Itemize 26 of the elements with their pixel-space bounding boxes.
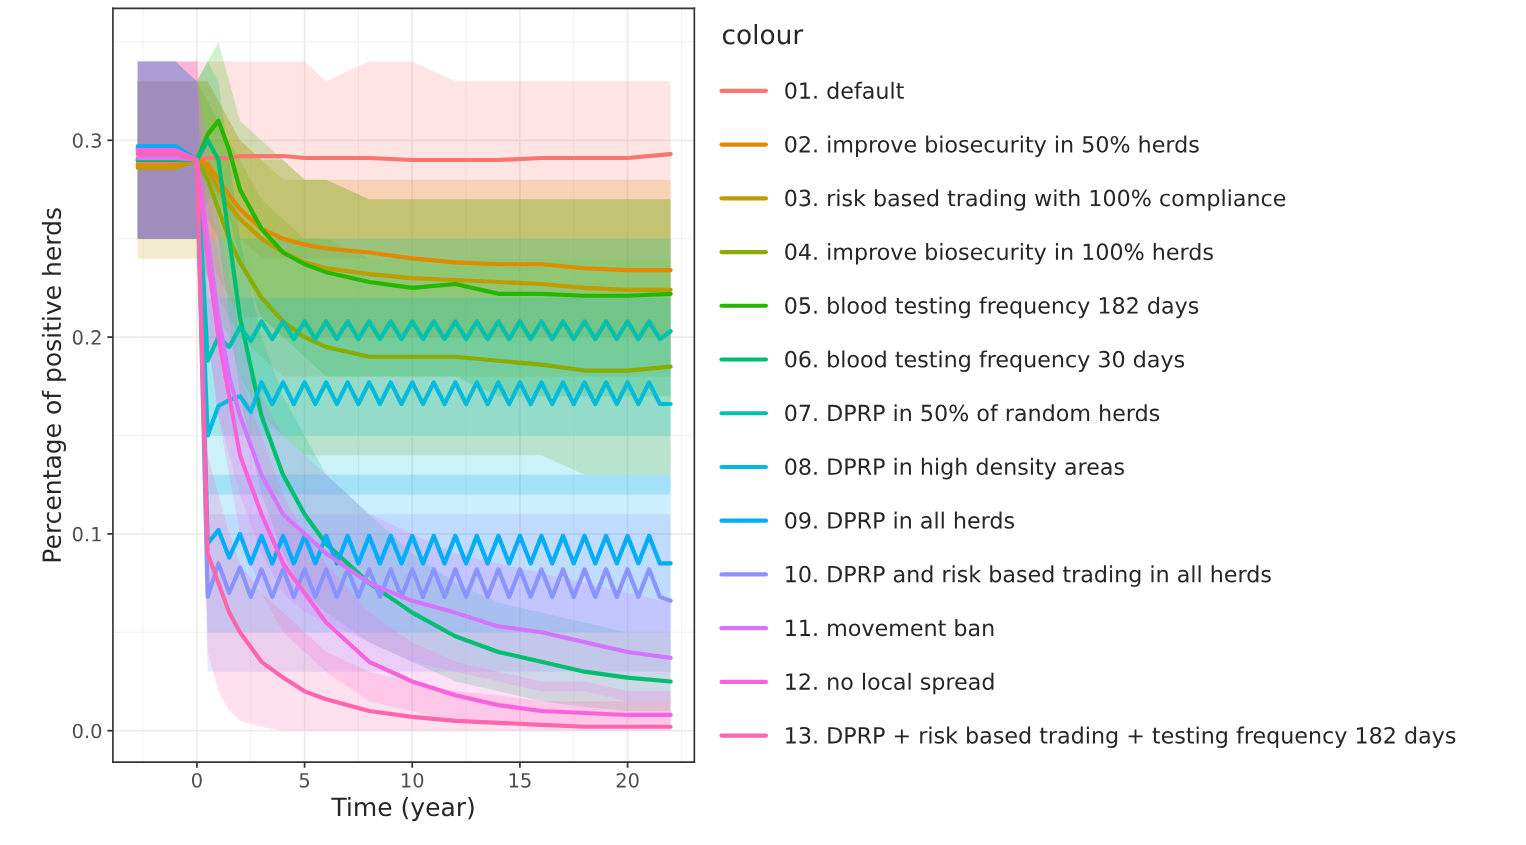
y-tick-label: 0.3	[72, 133, 101, 148]
x-tick-label: 5	[299, 773, 310, 788]
x-axis-title: Time (year)	[331, 796, 474, 822]
legend-label: 03. risk based trading with 100% compliance	[785, 189, 1286, 211]
legend-label: 10. DPRP and risk based trading in all herds	[786, 565, 1271, 587]
legend-title: colour	[722, 24, 804, 45]
legend-label: 09. DPRP in all herds	[785, 511, 1015, 529]
y-axis-title: Percentage of positive herds	[41, 208, 67, 562]
legend-label: 13. DPRP + risk based trading + testing frequency 182 days	[786, 726, 1456, 749]
legend-label: 12. no local spread	[786, 672, 994, 695]
x-tick-label: 20	[616, 772, 639, 788]
x-tick-label: 15	[509, 773, 531, 788]
legend-label: 06. blood testing frequency 30 days	[785, 350, 1185, 372]
y-tick-label: 0.1	[72, 526, 101, 542]
legend-label: 05. blood testing frequency 182 days	[785, 296, 1199, 319]
legend-label: 11. movement ban	[786, 619, 994, 637]
legend-label: 07. DPRP in 50% of random herds	[785, 404, 1160, 422]
y-tick-label: 0.2	[72, 330, 101, 345]
legend-label: 08. DPRP in high density areas	[785, 457, 1124, 480]
legend-label: 01. default	[785, 81, 904, 99]
legend-label: 02. improve biosecurity in 50% herds	[785, 135, 1199, 157]
line-series	[135, 151, 673, 167]
x-tick-label: 10	[402, 772, 424, 788]
y-tick-label: 0.0	[72, 723, 102, 739]
x-tick-label: 0	[192, 772, 202, 788]
legend-label: 04. improve biosecurity in 100% herds	[785, 242, 1213, 265]
